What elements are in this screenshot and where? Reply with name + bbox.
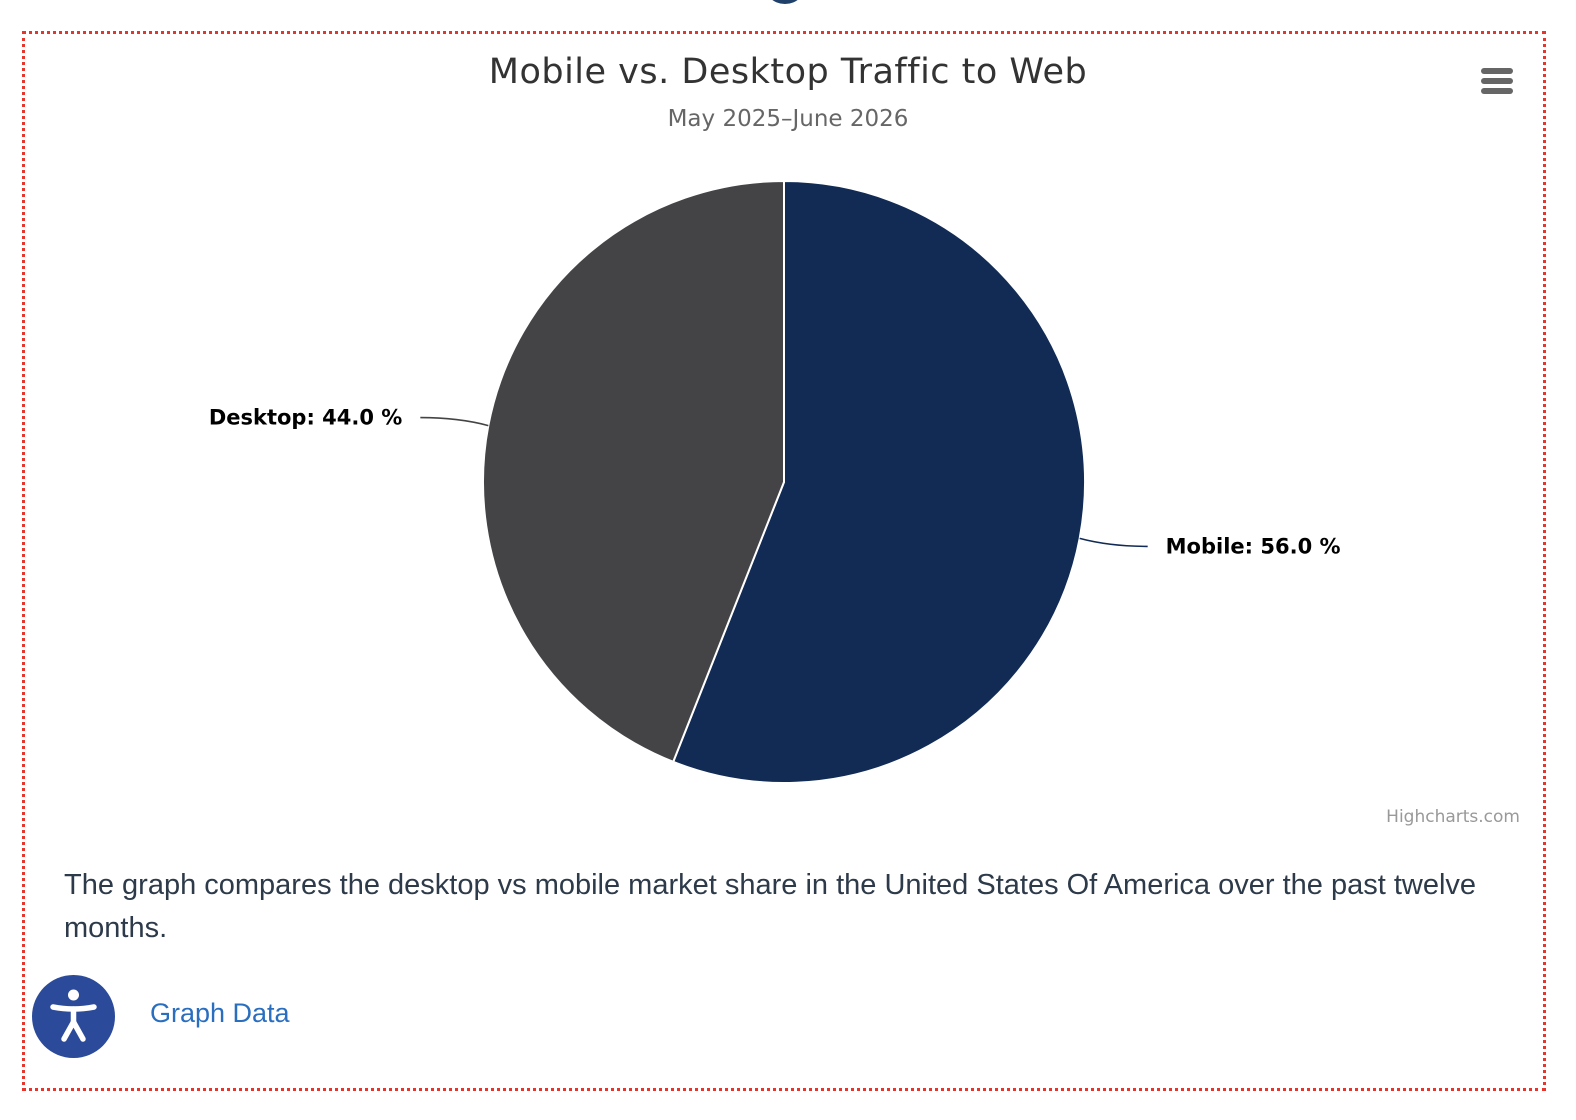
highcharts-credits[interactable]: Highcharts.com bbox=[1386, 807, 1520, 827]
pie-label-mobile: Mobile: 56.0 % bbox=[1166, 534, 1341, 558]
pie-connector-mobile bbox=[1079, 537, 1148, 548]
pie-label-desktop: Desktop: 44.0 % bbox=[209, 406, 403, 430]
pie-labels: Mobile: 56.0 % Desktop: 44.0 % bbox=[209, 406, 1341, 559]
chart-subtitle: May 2025–June 2026 bbox=[667, 106, 909, 132]
pie-slice-mobile[interactable] bbox=[671, 179, 1086, 784]
graph-data-link[interactable]: Graph Data bbox=[150, 998, 290, 1028]
pie-label-connectors bbox=[420, 416, 1148, 548]
accessibility-person-icon bbox=[50, 989, 97, 1042]
accessibility-button[interactable] bbox=[32, 975, 115, 1058]
chart-title: Mobile vs. Desktop Traffic to Web bbox=[488, 52, 1088, 92]
top-decorative-circle bbox=[763, 0, 807, 4]
chart-frame bbox=[22, 31, 1546, 1091]
chart-description: The graph compares the desktop vs mobile… bbox=[64, 869, 1477, 944]
pie-slices bbox=[482, 179, 1086, 784]
hamburger-menu-icon-bar bbox=[1481, 88, 1513, 94]
hamburger-menu-icon bbox=[1481, 68, 1513, 74]
chart-menu-button[interactable] bbox=[1476, 64, 1518, 100]
hamburger-menu-icon-bar bbox=[1481, 78, 1513, 84]
pie-connector-desktop bbox=[420, 416, 489, 427]
